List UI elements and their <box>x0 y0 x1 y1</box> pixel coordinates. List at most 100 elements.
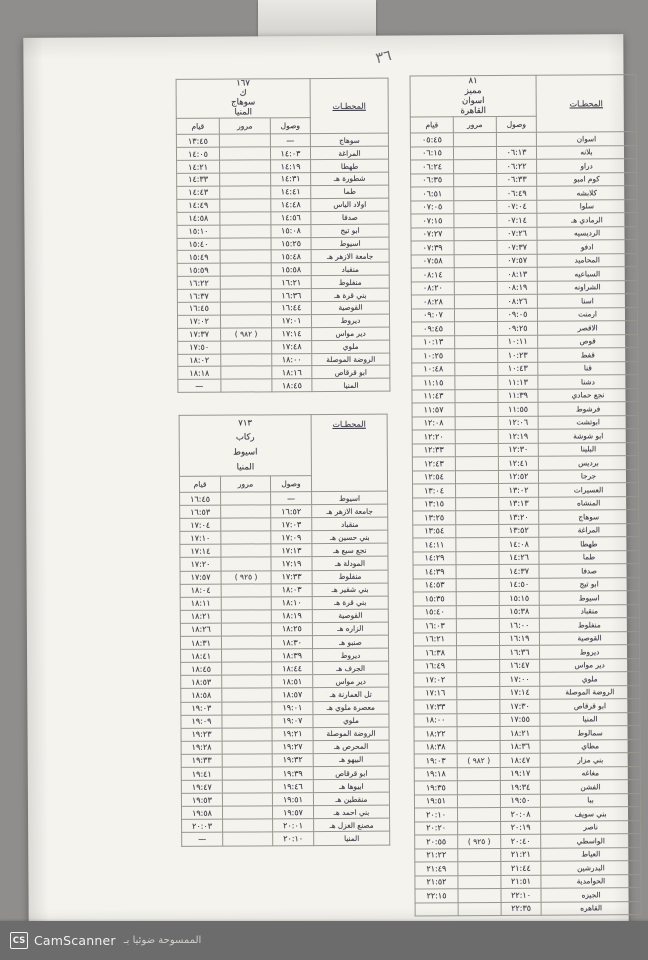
departure-cell: ١٤:٣٩ <box>413 564 457 579</box>
station-cell: ابو قرقاص <box>311 365 390 379</box>
station-cell: كلابشه <box>536 185 637 200</box>
station-cell: دير مواس <box>539 658 640 673</box>
arrival-cell: ١٢:١٩ <box>498 429 539 443</box>
timetable-row: منقطين هـ ١٩:٥١ ١٩:٥٣ <box>181 792 390 807</box>
passing-cell <box>222 727 273 741</box>
departure-cell: ١٩:٠٣ <box>414 753 458 768</box>
station-cell: بني قرة هـ <box>311 288 390 302</box>
station-cell: المودلة هـ <box>311 556 389 571</box>
passing-cell <box>221 688 272 702</box>
arrival-cell: ١٨:٤٥ <box>271 378 312 393</box>
arrival-cell: ١٤:٣١ <box>270 172 311 186</box>
departure-cell: ١١:٥٧ <box>412 402 456 417</box>
departure-cell: ٠٨:٢٨ <box>411 294 455 309</box>
station-cell: شطورة هـ <box>310 172 389 186</box>
station-cell: ابو تيج <box>539 577 640 592</box>
timetable-row: قفط ١٠:٢٣ ١٠:٢٥ <box>411 347 638 363</box>
station-cell: القوصية <box>312 608 389 623</box>
station-cell: الروضة الموصلة <box>313 726 390 741</box>
arrival-cell: — <box>270 133 311 148</box>
passing-cell <box>455 456 499 471</box>
arrival-cell: ٢١:٥١ <box>500 874 542 889</box>
station-cell: المنيا <box>539 712 641 727</box>
station-cell: فرشوط <box>538 401 639 416</box>
arrival-cell <box>496 132 537 146</box>
arrival-cell: ٠٧:١٤ <box>496 213 537 227</box>
station-cell: طهطا <box>310 159 389 173</box>
passing-cell <box>222 766 273 781</box>
departure-cell: ١٩:٣٥ <box>414 780 458 795</box>
departure-cell: ١٨:٠٢ <box>177 353 221 367</box>
passing-cell <box>454 240 498 255</box>
station-cell: ملوي <box>539 671 640 686</box>
passing-cell <box>455 402 499 417</box>
station-cell: طما <box>310 185 389 199</box>
station-cell: الروضة الموصلة <box>539 685 640 700</box>
timetable-row: الجرف هـ ١٨:٤٤ ١٨:٤٥ <box>180 661 389 676</box>
passing-cell <box>457 807 501 822</box>
station-cell: سوهاج <box>310 133 389 147</box>
departure-cell: ١٠:٢٥ <box>411 348 455 363</box>
station-cell: الزاره هـ <box>312 622 389 636</box>
passing-cell <box>454 361 498 376</box>
timetable-row: الروضة الموصلة ١٧:١٤ ١٧:١٦ <box>413 685 640 700</box>
passing-cell <box>455 415 499 430</box>
station-cell: صدفا <box>310 210 389 225</box>
timetable-row: بني حسين هـ ١٧:٠٩ ١٧:١٠ <box>179 530 388 545</box>
station-cell: البلينا <box>538 442 639 457</box>
passing-cell <box>456 645 500 660</box>
departure-cell: ١٤:٠٥ <box>176 147 220 161</box>
timetable-row: المحرص هـ ١٩:٢٧ ١٩:٢٨ <box>181 739 390 755</box>
arrival-cell: ١٤:٥٦ <box>270 211 311 225</box>
arrival-cell: ١٩:٥٧ <box>272 805 314 820</box>
arrival-cell: ١٨:٥١ <box>271 674 313 689</box>
passing-cell <box>456 618 500 633</box>
camscanner-logo-icon: CS <box>10 932 28 949</box>
station-cell: القوصية <box>539 631 640 646</box>
scanned-page: ٣٦ المحطـات ١٦٧ ك سوهاج المنيا وصول مرور قيام سو… <box>23 34 642 928</box>
passing-cell <box>221 648 272 663</box>
station-cell: نجع سبع هـ <box>311 543 388 558</box>
timetable: المحطـات ١٦٧ ك سوهاج المنيا وصول مرور قيام سوهاج… <box>175 77 391 394</box>
departure-cell: ١٢:٠٨ <box>412 416 456 430</box>
passing-cell <box>220 340 272 354</box>
handwritten-page-number: ٣٦ <box>374 45 393 68</box>
timetable-row: ملوي ١٧:٠٠ ١٧:٠٢ <box>413 671 640 687</box>
passing-cell <box>455 523 499 538</box>
station-cell: صدفا <box>539 563 640 578</box>
station-cell: قفط <box>537 347 638 362</box>
train-title-block: ٧١٣ ركاب اسيوط المنيا <box>179 414 312 477</box>
arrival-cell: ١٩:٣٤ <box>500 780 541 794</box>
timetable-row: القوصية ١٦:١٩ ١٦:٢١ <box>413 631 640 646</box>
passing-cell <box>457 739 501 754</box>
stations-column-header: المحطـات <box>311 414 388 492</box>
timetable-row: نجع سبع هـ ١٧:١٣ ١٧:١٤ <box>179 543 388 558</box>
timetable-row: منقباد ١٧:٠٣ ١٧:٠٤ <box>179 517 388 532</box>
timetable-row: الروضة الموصلة ١٨:٠٠ ١٨:٠٢ <box>177 352 390 367</box>
passing-cell <box>220 531 271 545</box>
arrival-cell: ١٨:٤٧ <box>500 753 541 767</box>
timetable-row: ابيوها هـ ١٩:٤٦ ١٩:٤٧ <box>181 779 390 794</box>
timetable-row: بني شقير هـ ١٨:٠٣ ١٨:٠٤ <box>180 582 389 598</box>
passing-column-header: مرور <box>453 116 497 133</box>
station-cell: مغاغه <box>540 766 641 781</box>
passing-cell <box>456 712 501 727</box>
departure-cell: ١٣:٠٤ <box>412 483 456 498</box>
timetable-row: الرديسيه ٠٧:٢٦ ٠٧:٢٧ <box>410 226 638 241</box>
station-cell: منقطين هـ <box>313 792 390 806</box>
timetable-row: اسيوط ١٥:١٥ ١٥:٣٥ <box>413 590 640 606</box>
passing-cell <box>220 288 272 303</box>
timetable-row: الروضة الموصلة ١٩:٢١ ١٩:٢٣ <box>181 726 390 742</box>
passing-cell <box>458 888 502 903</box>
timetable-row: مطاي ١٨:٣٦ ١٨:٣٨ <box>414 739 641 754</box>
timetable-row: ابو قرقاص ١٩:٣٩ ١٩:٤١ <box>181 766 390 781</box>
timetable-row: منقباد ١٥:٣٨ ١٥:٤٠ <box>413 604 640 619</box>
departure-cell: ٠٧:٢٧ <box>410 227 455 241</box>
departure-cell: ١٢:٢٠ <box>412 429 456 444</box>
arrival-cell: ١٩:٥٠ <box>500 793 541 808</box>
arrival-cell: ١٧:٠٣ <box>270 517 312 532</box>
passing-cell <box>453 226 498 241</box>
arrival-cell: ١٤:٤٨ <box>270 198 311 212</box>
departure-cell: ١٧:٠٢ <box>413 672 457 687</box>
passing-cell: ( ٩٨٢ ) <box>220 327 272 341</box>
